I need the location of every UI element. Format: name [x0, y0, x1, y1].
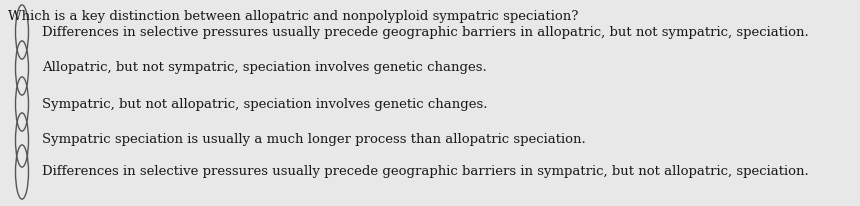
Text: Differences in selective pressures usually precede geographic barriers in sympat: Differences in selective pressures usual…	[42, 165, 808, 179]
Text: Sympatric speciation is usually a much longer process than allopatric speciation: Sympatric speciation is usually a much l…	[42, 133, 586, 146]
Text: Differences in selective pressures usually precede geographic barriers in allopa: Differences in selective pressures usual…	[42, 26, 808, 39]
Text: Allopatric, but not sympatric, speciation involves genetic changes.: Allopatric, but not sympatric, speciatio…	[42, 62, 487, 75]
Text: Which is a key distinction between allopatric and nonpolyploid sympatric speciat: Which is a key distinction between allop…	[8, 10, 579, 23]
Text: Sympatric, but not allopatric, speciation involves genetic changes.: Sympatric, but not allopatric, speciatio…	[42, 97, 488, 110]
